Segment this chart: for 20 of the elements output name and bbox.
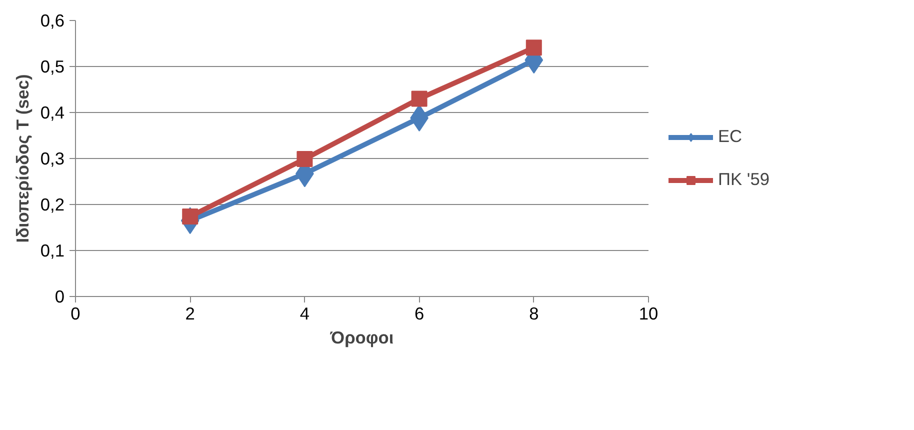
y-tick-label: 0,5 bbox=[40, 56, 65, 76]
x-tick-label: 10 bbox=[638, 304, 658, 324]
point bbox=[526, 40, 542, 56]
y-tick-label: 0 bbox=[54, 286, 65, 306]
point bbox=[411, 90, 428, 107]
x-tick-label: 8 bbox=[529, 304, 539, 324]
y-tick-label: 0,2 bbox=[40, 194, 65, 214]
x-axis-title: Όροφοι bbox=[329, 328, 394, 348]
y-tick-label: 0,1 bbox=[40, 240, 65, 260]
y-axis-title: Ιδιοπερίοδος T (sec) bbox=[12, 74, 32, 243]
y-tick-label: 0,6 bbox=[40, 10, 65, 30]
y-tick-label: 0,4 bbox=[40, 102, 65, 122]
legend-label: EC bbox=[718, 126, 742, 147]
legend-label: ΠΚ '59 bbox=[718, 169, 770, 190]
x-tick-label: 4 bbox=[300, 304, 310, 324]
point bbox=[296, 150, 313, 167]
x-tick-label: 0 bbox=[70, 304, 80, 324]
y-tick-label: 0,3 bbox=[40, 148, 65, 168]
x-tick-label: 2 bbox=[185, 304, 195, 324]
x-tick-label: 6 bbox=[414, 304, 424, 324]
